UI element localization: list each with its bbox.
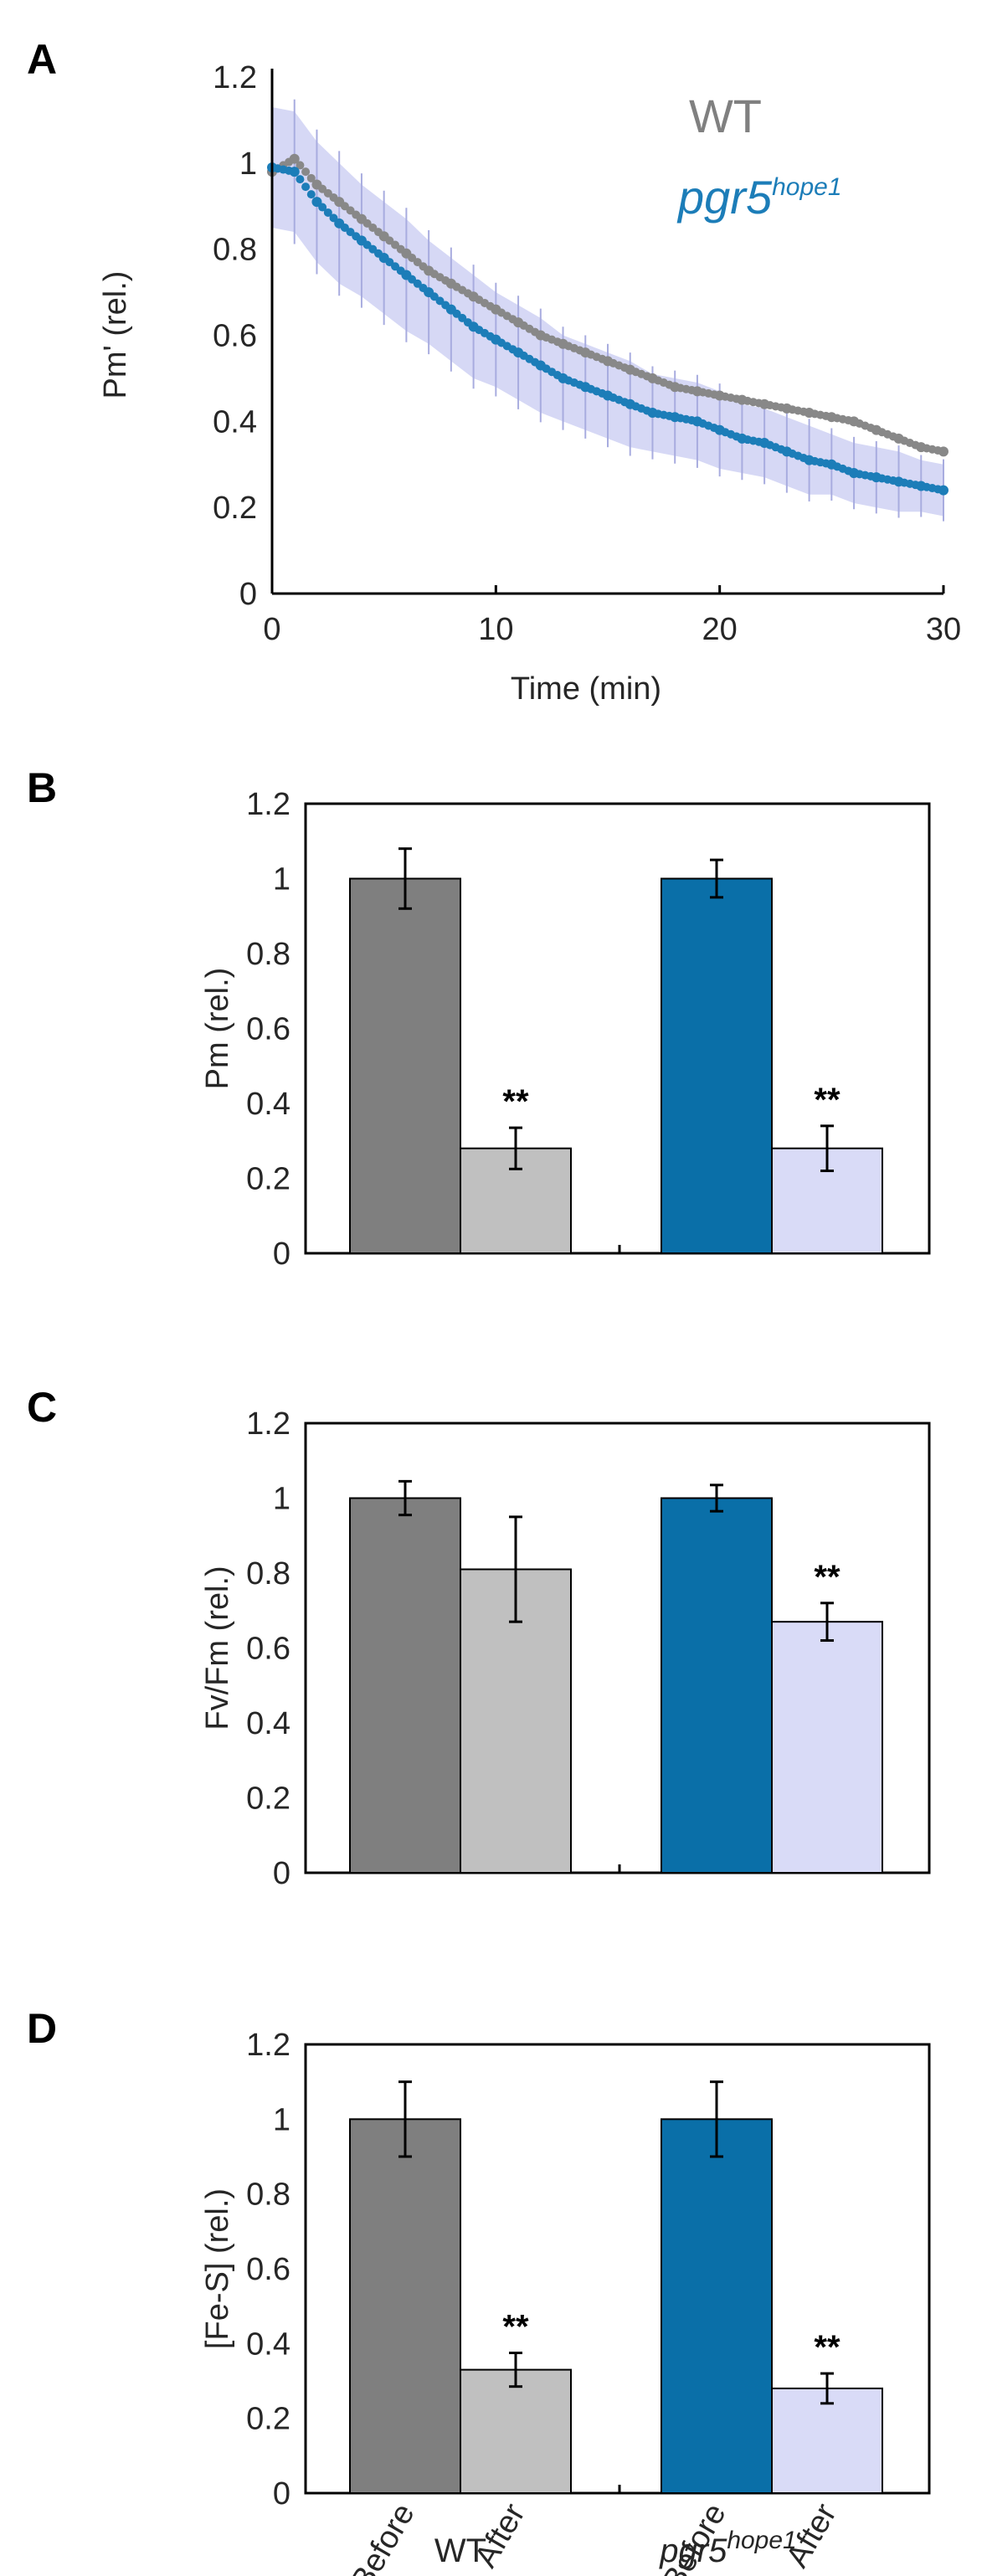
panel-d-ytick-label: 1 [273,2102,290,2137]
panel-b-ylabel: Pm (rel.) [200,968,235,1090]
legend-hope1-superscript: hope1 [772,173,841,201]
panel-a-ytick-label: 0.8 [213,233,257,268]
panel-d-bar-wt-before [349,2118,461,2494]
panel-d-ytick-label: 0 [273,2476,290,2512]
panel-d-ylabel: [Fe-S] (rel.) [200,2188,235,2349]
panel-c-letter: C [27,1384,57,1431]
panel-c-significance: ** [814,1559,840,1596]
panel-d-ytick-label: 0.6 [246,2252,290,2287]
group-label-hope1-superscript: hope1 [727,2527,796,2554]
group-label-wt: WT [434,2532,486,2569]
panel-b-ytick-label: 1 [273,862,290,897]
panel-b-significance: ** [502,1083,529,1120]
panel-b-ytick-label: 0.8 [246,937,290,972]
panel-b-ytick-label: 1.2 [246,787,290,822]
panel-d-significance: ** [502,2309,529,2346]
panel-a-point-wt [938,446,948,457]
legend-pgr5-text: pgr5 [676,171,773,224]
panel-a-point-pgr5hope1 [296,175,305,184]
panel-a-ytick-label: 0 [239,577,257,612]
group-label-pgr5hope1: pgr5hope1 [659,2527,797,2569]
panel-a-point-wt [296,161,305,170]
panel-a-ytick-label: 0.4 [213,404,257,440]
panel-c-ylabel: Fv/Fm (rel.) [200,1566,235,1730]
panel-a-xtick-label: 10 [478,612,513,647]
panel-d-ytick-label: 0.2 [246,2402,290,2437]
panel-a-point-pgr5hope1 [938,485,948,496]
panel-a-ytick-label: 0.6 [213,319,257,354]
panel-a-point-wt [289,153,300,164]
panel-d-category-label: Before [344,2498,421,2576]
panel-b-bar-pgr5hope1-before [661,877,773,1254]
panel-a-ytick-label: 0.2 [213,491,257,526]
panel-c-ytick-label: 1 [273,1482,290,1517]
panel-a-point-wt [301,167,311,177]
panel-d-bar-pgr5hope1-after [771,2387,883,2495]
panel-c-ytick-label: 0.2 [246,1782,290,1817]
panel-a-letter: A [27,36,57,83]
panel-b-bar-wt-before [349,877,461,1254]
panel-c-frame [304,1422,931,1874]
panel-a-point-wt [306,173,316,183]
panel-a-ytick-label: 1 [239,147,257,182]
panel-a-xtick-label: 20 [702,612,738,647]
panel-d-ytick-label: 1.2 [246,2028,290,2063]
panel-d-ytick-label: 0.4 [246,2327,290,2362]
legend-wt: WT [689,90,762,142]
panel-c-bar-wt-before [349,1497,461,1874]
panel-b-ytick-label: 0.2 [246,1162,290,1197]
panel-c-ytick-label: 0 [273,1856,290,1891]
panel-a-xtick-label: 0 [263,612,280,647]
panel-b-ytick-label: 0.6 [246,1012,290,1047]
panel-a-ytick-label: 1.2 [213,60,257,95]
panel-c-ytick-label: 0.8 [246,1556,290,1591]
panel-a-point-pgr5hope1 [318,203,327,212]
panel-a-error-band [272,106,943,517]
panel-c-ytick-label: 0.6 [246,1632,290,1667]
legend-pgr5hope1: pgr5hope1 [676,171,842,224]
panel-c-ytick-label: 0.4 [246,1706,290,1741]
panel-a-point-pgr5hope1 [289,167,300,177]
panel-a-xtick-label: 30 [926,612,961,647]
panel-b-ytick-label: 0 [273,1237,290,1272]
panel-a-point-pgr5hope1 [311,197,322,208]
panel-b-significance: ** [814,1082,840,1118]
panel-d-bar-pgr5hope1-before [661,2118,773,2494]
panel-c-ytick-label: 1.2 [246,1406,290,1442]
panel-a-point-pgr5hope1 [306,190,316,199]
panel-d-significance: ** [814,2329,840,2366]
panel-d-bar-wt-after [460,2368,572,2495]
panel-b-letter: B [27,764,57,811]
panel-c-bar-pgr5hope1-before [661,1497,773,1874]
group-label-pgr5-text: pgr5 [659,2532,727,2569]
panel-d-ytick-label: 0.8 [246,2178,290,2213]
panel-d-frame [304,2043,931,2495]
panel-c-bar-pgr5hope1-after [771,1621,883,1874]
panel-a-xlabel: Time (min) [511,671,661,707]
panel-a-ylabel: Pm' (rel.) [98,271,133,399]
panel-b-ytick-label: 0.4 [246,1087,290,1122]
panel-d-letter: D [27,2005,57,2052]
panel-b-frame [304,802,931,1255]
panel-a-point-pgr5hope1 [301,183,311,192]
panel-a-point-pgr5hope1 [323,208,332,217]
